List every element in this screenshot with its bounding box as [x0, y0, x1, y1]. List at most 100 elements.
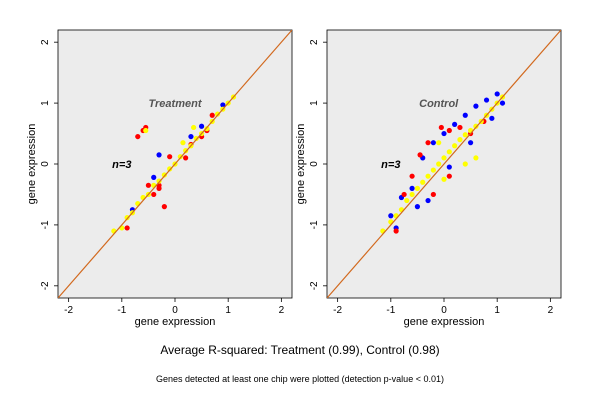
- data-point: [414, 204, 421, 210]
- y-tick-label: -2: [40, 281, 51, 290]
- data-point: [198, 123, 205, 129]
- x-tick-label: 2: [548, 305, 554, 316]
- panel-title: Control: [419, 98, 459, 110]
- data-point: [446, 173, 452, 179]
- data-point: [473, 103, 479, 109]
- data-point: [489, 115, 495, 121]
- data-point: [124, 215, 130, 221]
- sample-size-label: n=3: [112, 159, 131, 171]
- data-point: [167, 166, 173, 172]
- data-point: [457, 137, 463, 143]
- data-point: [401, 191, 407, 198]
- data-point: [473, 123, 479, 129]
- data-point: [404, 197, 410, 204]
- data-point: [214, 111, 221, 117]
- data-point: [420, 179, 426, 185]
- caption-main: Average R-squared: Treatment (0.99), Con…: [160, 343, 439, 357]
- y-tick-label: 0: [40, 161, 51, 167]
- y-tick-label: -2: [309, 281, 320, 290]
- y-tick-label: 0: [309, 161, 320, 167]
- y-tick-label: -1: [309, 220, 320, 229]
- data-point: [441, 155, 447, 161]
- y-tick-label: 2: [40, 39, 51, 45]
- data-point: [430, 140, 436, 146]
- y-axis-label: gene expression: [295, 124, 307, 205]
- data-point: [425, 197, 431, 204]
- sample-size-label: n=3: [381, 159, 400, 171]
- data-point: [143, 127, 149, 134]
- data-point: [188, 133, 194, 140]
- data-point: [438, 124, 444, 131]
- data-point: [177, 154, 183, 160]
- data-point: [167, 154, 173, 160]
- data-point: [457, 124, 463, 131]
- data-point: [499, 100, 506, 106]
- data-point: [180, 140, 186, 146]
- x-tick-label: 0: [172, 305, 178, 316]
- y-tick-label: 1: [309, 100, 320, 106]
- x-tick-label: -2: [333, 305, 342, 316]
- data-point: [425, 173, 431, 179]
- data-point: [151, 191, 157, 198]
- data-point: [473, 155, 479, 161]
- data-point: [441, 130, 447, 137]
- data-point: [191, 124, 197, 131]
- treatment-panel: -2 -1 0 1 2 -2 -1 0 1 2 gene expression gene expres…: [26, 29, 293, 328]
- panel-title: Treatment: [149, 98, 203, 110]
- data-point: [156, 152, 162, 158]
- data-point: [409, 185, 415, 191]
- data-point: [193, 135, 199, 142]
- y-axis-label: gene expression: [26, 124, 38, 205]
- data-point: [409, 191, 415, 198]
- data-point: [467, 140, 474, 146]
- data-point: [124, 225, 130, 231]
- data-point: [462, 132, 468, 138]
- data-point: [441, 176, 447, 182]
- data-point: [220, 102, 226, 108]
- data-point: [204, 126, 210, 132]
- x-axis-label: gene expression: [135, 316, 216, 328]
- data-point: [452, 121, 458, 128]
- data-point: [183, 155, 189, 161]
- caption-sub: Genes detected at least one chip were pl…: [156, 374, 444, 384]
- x-tick-label: -2: [64, 305, 73, 316]
- data-point: [414, 185, 421, 191]
- data-point: [145, 182, 152, 188]
- data-point: [209, 112, 215, 118]
- x-tick-label: -1: [117, 305, 126, 316]
- data-point: [183, 148, 189, 154]
- data-point: [436, 140, 442, 146]
- data-point: [436, 161, 442, 167]
- data-point: [425, 140, 431, 146]
- x-tick-label: 0: [441, 305, 447, 316]
- identity-line: [58, 30, 292, 298]
- data-point: [393, 228, 399, 234]
- data-point: [494, 91, 500, 97]
- data-point: [483, 97, 490, 103]
- data-point: [161, 172, 167, 178]
- x-tick-label: 2: [279, 305, 285, 316]
- data-point: [409, 173, 415, 179]
- y-tick-label: 2: [309, 39, 320, 45]
- data-point: [161, 204, 167, 210]
- data-point: [446, 127, 452, 134]
- x-axis-label: gene expression: [404, 316, 485, 328]
- x-tick-label: 1: [225, 305, 231, 316]
- data-point: [430, 167, 436, 173]
- data-point: [452, 143, 458, 149]
- y-tick-label: -1: [40, 220, 51, 229]
- data-point: [388, 213, 394, 219]
- data-point: [417, 152, 423, 158]
- data-point: [430, 191, 436, 198]
- data-point: [446, 164, 452, 170]
- data-point: [156, 178, 162, 184]
- data-point: [156, 185, 162, 191]
- x-tick-label: 1: [494, 305, 500, 316]
- data-point: [462, 161, 468, 167]
- identity-line: [327, 30, 561, 298]
- data-point: [446, 149, 452, 155]
- data-point: [151, 174, 157, 180]
- data-point: [135, 133, 141, 140]
- control-panel: -2 -1 0 1 2 -2 -1 0 1 2 gene expression gene expres…: [295, 29, 562, 328]
